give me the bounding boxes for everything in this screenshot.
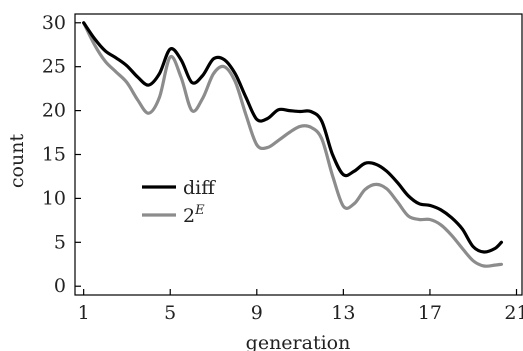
y-tick-label: 30 — [42, 12, 66, 34]
legend-label-2e: 2E — [183, 203, 205, 227]
x-tick-label: 13 — [331, 302, 355, 324]
x-axis-label: generation — [246, 332, 351, 351]
x-tick-label: 9 — [251, 302, 263, 324]
plot-frame — [74, 13, 523, 296]
x-tick-label: 17 — [418, 302, 442, 324]
y-tick-label: 20 — [42, 100, 66, 122]
y-tick-label: 10 — [42, 187, 66, 209]
legend-label-diff: diff — [183, 177, 216, 199]
x-tick-label: 1 — [78, 302, 90, 324]
y-tick-label: 0 — [54, 275, 66, 297]
series-line-2e — [82, 21, 503, 268]
y-axis-label: count — [6, 134, 28, 189]
y-tick-label: 5 — [54, 231, 66, 253]
series-lines — [82, 21, 503, 268]
x-tick-label: 5 — [164, 302, 176, 324]
series-line-diff — [82, 21, 503, 254]
y-tick-label: 25 — [42, 56, 66, 78]
y-tick-label: 15 — [42, 144, 66, 166]
axis-labels: generation count — [6, 134, 350, 351]
x-tick-label: 21 — [504, 302, 523, 324]
legend: diff 2E — [142, 177, 216, 227]
